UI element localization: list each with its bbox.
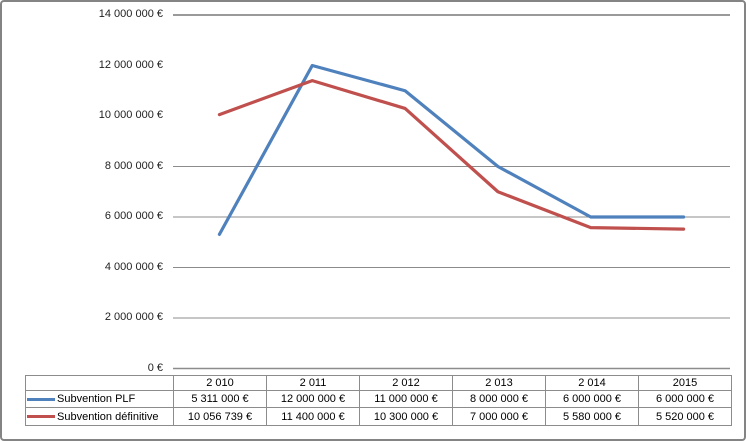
table-row-subvention-definitive: Subvention définitive 10 056 739 € 11 40… (25, 407, 732, 426)
value-cell: 10 056 739 € (173, 407, 267, 426)
series-name-label: Subvention PLF (57, 393, 136, 405)
y-axis-tick-label: 4 000 000 € (104, 260, 163, 273)
y-axis-tick-label: 10 000 000 € (98, 109, 163, 121)
y-axis-tick-label: 2 000 000 € (104, 311, 163, 323)
year-header-cell: 2015 (638, 375, 732, 391)
year-header-cell: 2 011 (266, 375, 360, 391)
series-name-label: Subvention définitive (57, 410, 159, 423)
value-cell: 10 300 000 € (359, 407, 453, 426)
table-row-subvention-plf: Subvention PLF 5 311 000 € 12 000 000 € … (25, 390, 732, 408)
value-cell: 11 400 000 € (266, 407, 360, 426)
series-key-line-icon (27, 415, 55, 418)
value-cell: 6 000 000 € (638, 390, 732, 408)
year-header-cell: 2 010 (173, 375, 267, 391)
y-axis-tick-label: 6 000 000 € (104, 210, 163, 222)
value-cell: 12 000 000 € (266, 390, 360, 408)
value-cell: 7 000 000 € (452, 407, 546, 426)
year-header-cell: 2 012 (359, 375, 453, 391)
series-line-subvention-d-finitive (217, 79, 686, 231)
legend-cell-subvention-plf: Subvention PLF (25, 390, 174, 408)
table-corner-cell (25, 375, 174, 391)
y-axis-tick-label: 0 € (147, 361, 163, 374)
y-axis-tick-label: 14 000 000 € (98, 8, 163, 20)
legend-cell-subvention-definitive: Subvention définitive (25, 407, 174, 426)
y-axis-tick-label: 12 000 000 € (98, 58, 163, 71)
year-header-cell: 2 014 (545, 375, 639, 391)
series-key-line-icon (27, 397, 55, 401)
value-cell: 5 580 000 € (545, 407, 639, 426)
series-line-subvention-plf (217, 63, 686, 236)
value-cell: 5 311 000 € (173, 390, 267, 408)
y-axis-labels: 14 000 000 € 12 000 000 € 10 000 000 € 8 00… (2, 2, 163, 439)
value-cell: 8 000 000 € (452, 390, 546, 408)
chart-data-table: 2 010 2 011 2 012 2 013 2 014 2015 Subve… (25, 375, 732, 426)
value-cell: 5 520 000 € (638, 407, 732, 426)
year-header-cell: 2 013 (452, 375, 546, 391)
value-cell: 11 000 000 € (359, 390, 453, 408)
y-axis-tick-label: 8 000 000 € (104, 159, 163, 172)
value-cell: 6 000 000 € (545, 390, 639, 408)
table-header-row: 2 010 2 011 2 012 2 013 2 014 2015 (25, 375, 732, 391)
